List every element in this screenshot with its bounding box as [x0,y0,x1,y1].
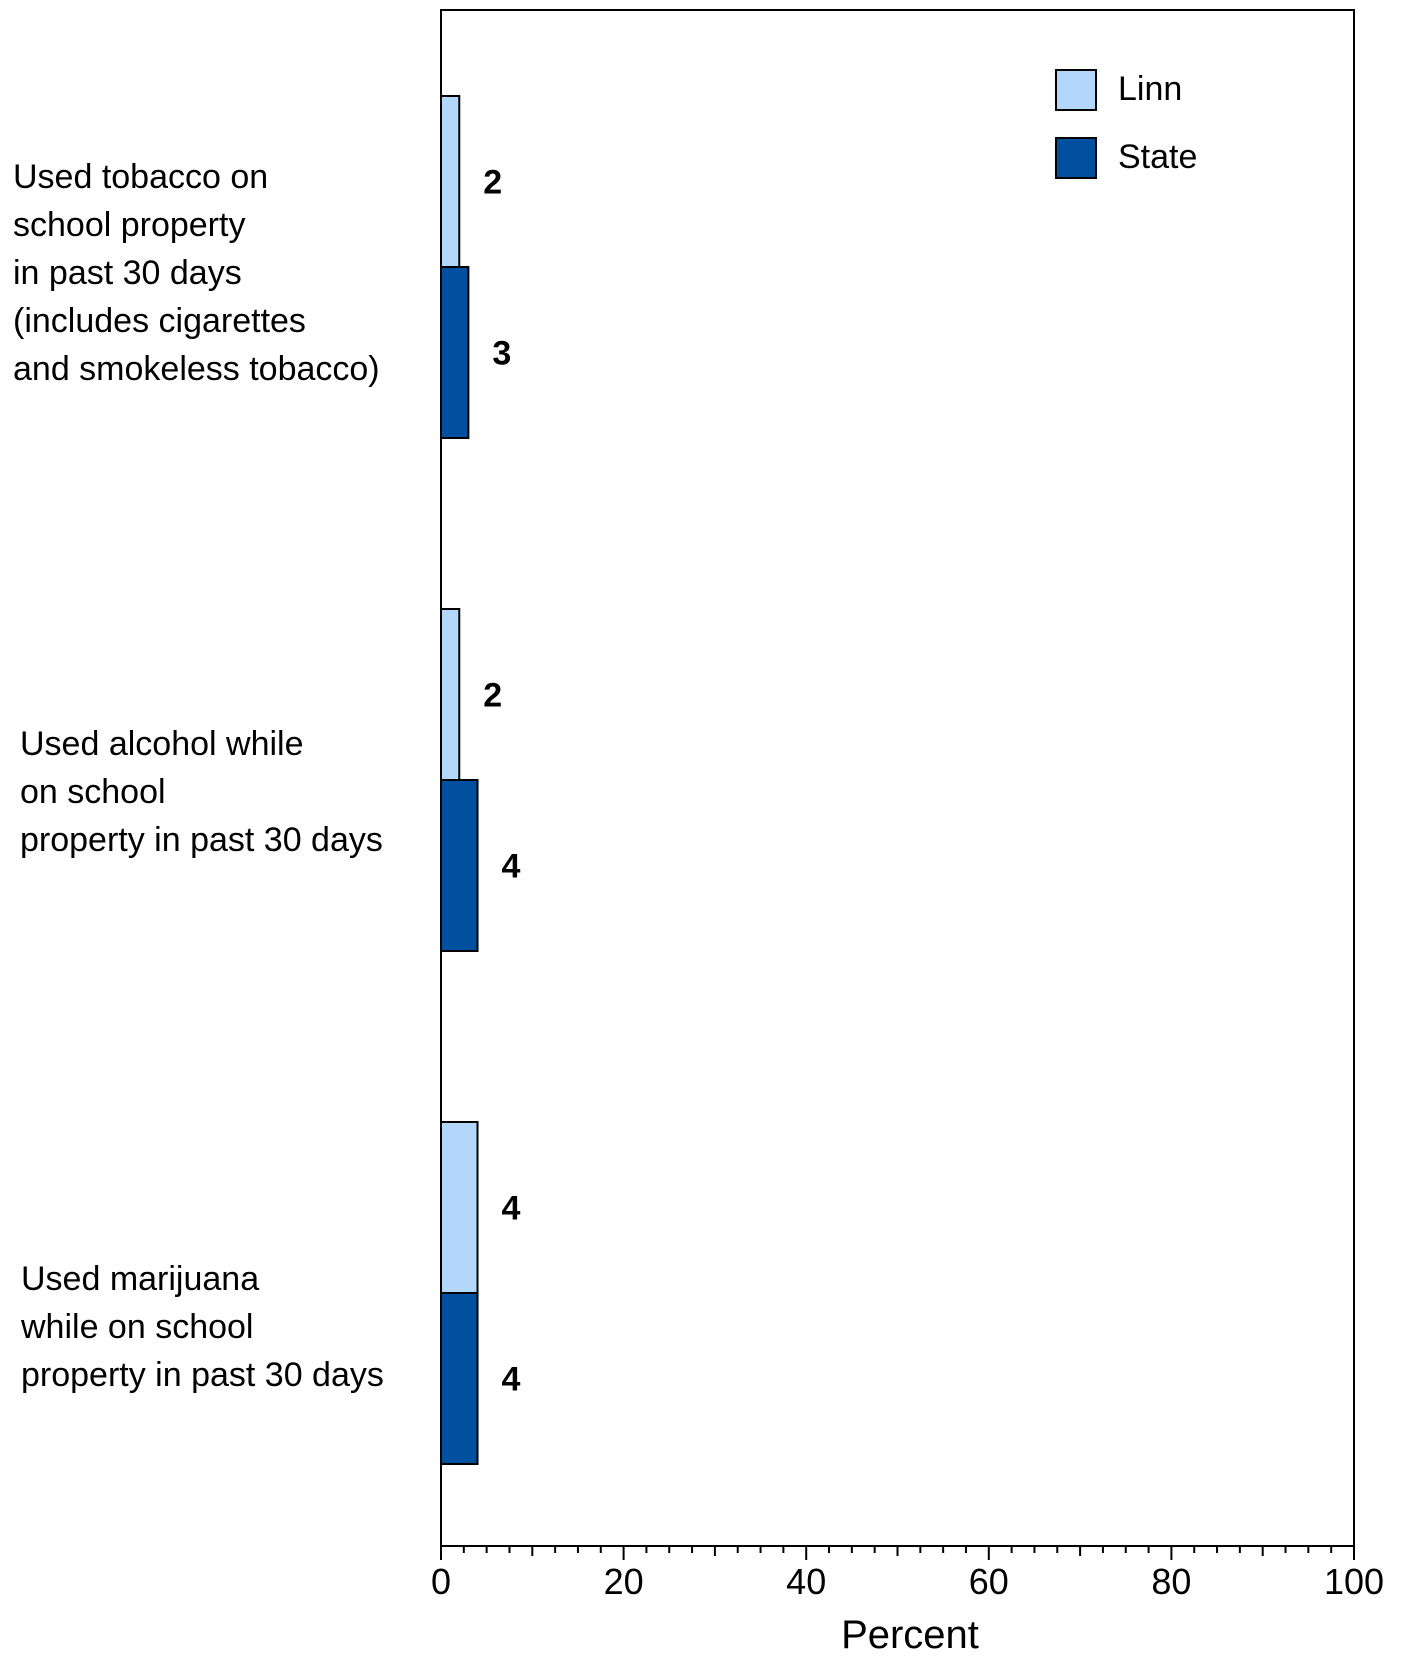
legend-label-state: State [1118,138,1197,176]
bar-state-1 [440,779,479,952]
category-label-1: Used alcohol while on school property in p… [20,725,383,859]
x-axis-title: Percent [841,1613,979,1657]
legend-label-linn: Linn [1118,70,1182,108]
data-label-state-1: 4 [502,848,521,886]
legend: Linn State [1055,69,1197,179]
x-tick-label-0: 0 [431,1561,451,1602]
plot-area [440,9,1355,1547]
bar-linn-1 [440,608,461,781]
data-label-linn-0: 2 [483,164,502,202]
legend-swatch-state [1055,137,1097,179]
category-label-0: Used tobacco on school property in past 30… [13,158,380,388]
bar-state-0 [440,266,470,439]
legend-swatch-linn [1055,69,1097,111]
x-tick-label-40: 40 [786,1561,826,1602]
x-tick-label-100: 100 [1324,1561,1384,1602]
x-tick-label-80: 80 [1151,1561,1191,1602]
data-label-state-2: 4 [502,1361,521,1399]
bar-linn-2 [440,1121,479,1294]
bar-state-2 [440,1292,479,1465]
data-label-linn-2: 4 [502,1190,521,1228]
x-tick-label-20: 20 [604,1561,644,1602]
data-label-state-0: 3 [492,335,511,373]
x-tick-label-60: 60 [969,1561,1009,1602]
bar-linn-0 [440,95,461,268]
data-label-linn-1: 2 [483,677,502,715]
category-label-2: Used marijuana while on school property in… [20,1260,384,1394]
